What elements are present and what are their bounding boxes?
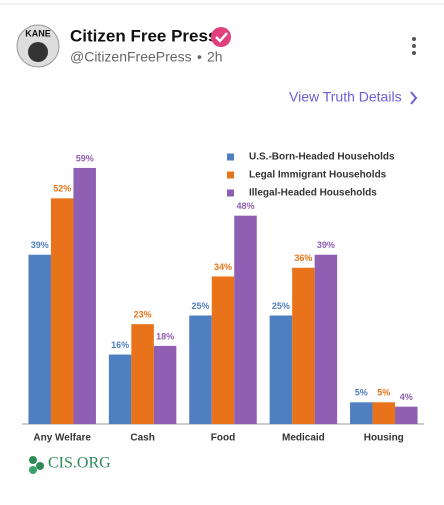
separator-dot: •: [197, 49, 202, 65]
legend-swatch: [227, 189, 234, 197]
more-button[interactable]: [412, 37, 416, 55]
bar: [372, 402, 396, 424]
legend-swatch: [227, 153, 234, 161]
value-label: 39%: [317, 240, 335, 250]
avatar-text: KANE: [25, 28, 51, 38]
x-tick-label: Housing: [364, 433, 404, 444]
bar: [234, 215, 257, 424]
avatar-face: [28, 42, 48, 62]
value-label: 25%: [272, 301, 290, 311]
value-label: 39%: [31, 240, 49, 250]
verified-badge: [211, 27, 231, 47]
x-tick-label: Cash: [130, 433, 154, 444]
value-label: 5%: [355, 388, 368, 398]
source: CIS.ORG: [48, 455, 111, 472]
x-tick-label: Food: [211, 433, 235, 444]
value-label: 48%: [236, 201, 254, 211]
legend-swatch: [227, 171, 234, 179]
value-label: 16%: [111, 340, 129, 350]
bar: [269, 315, 293, 424]
value-label: 18%: [156, 331, 174, 341]
source-logo: [29, 456, 44, 474]
value-label: 36%: [294, 253, 312, 263]
bar: [50, 198, 74, 424]
value-label: 52%: [53, 184, 71, 194]
author-handle[interactable]: @CitizenFreePress: [70, 49, 192, 65]
dot: [412, 51, 416, 55]
verified-check: [215, 32, 228, 43]
x-tick-label: Medicaid: [282, 433, 325, 444]
dot: [412, 44, 416, 48]
value-label: 59%: [76, 153, 94, 163]
post-time: 2h: [207, 49, 223, 65]
logo-leaf: [29, 456, 37, 464]
logo-leaf: [36, 462, 44, 470]
chart: Any Welfare 39% 52% 59% Cash 16% 23% 18% Food 25%…: [22, 152, 424, 444]
chevron: [410, 91, 418, 105]
value-label: 4%: [400, 392, 413, 402]
bar: [350, 402, 373, 424]
value-label: 34%: [214, 262, 232, 272]
bar: [395, 406, 418, 424]
bar: [153, 345, 177, 424]
legend-label: U.S.-Born-Headed Households: [249, 152, 395, 163]
author-name[interactable]: Citizen Free Press: [70, 26, 217, 45]
value-label: 25%: [191, 301, 209, 311]
x-tick-label: Any Welfare: [33, 433, 91, 444]
bar: [314, 254, 338, 424]
bar: [292, 267, 315, 424]
bar: [189, 315, 212, 424]
logo-leaf: [29, 466, 37, 474]
bar: [108, 354, 132, 424]
value-label: 23%: [134, 310, 152, 320]
bar: [73, 167, 96, 424]
view-details-link[interactable]: View Truth Details: [289, 89, 402, 105]
bar: [28, 254, 51, 424]
bar: [131, 324, 154, 424]
bar: [211, 276, 235, 424]
legend-label: Legal Immigrant Households: [249, 170, 387, 181]
dot: [412, 37, 416, 41]
value-label: 5%: [377, 388, 390, 398]
legend-label: Illegal-Headed Households: [249, 188, 377, 199]
